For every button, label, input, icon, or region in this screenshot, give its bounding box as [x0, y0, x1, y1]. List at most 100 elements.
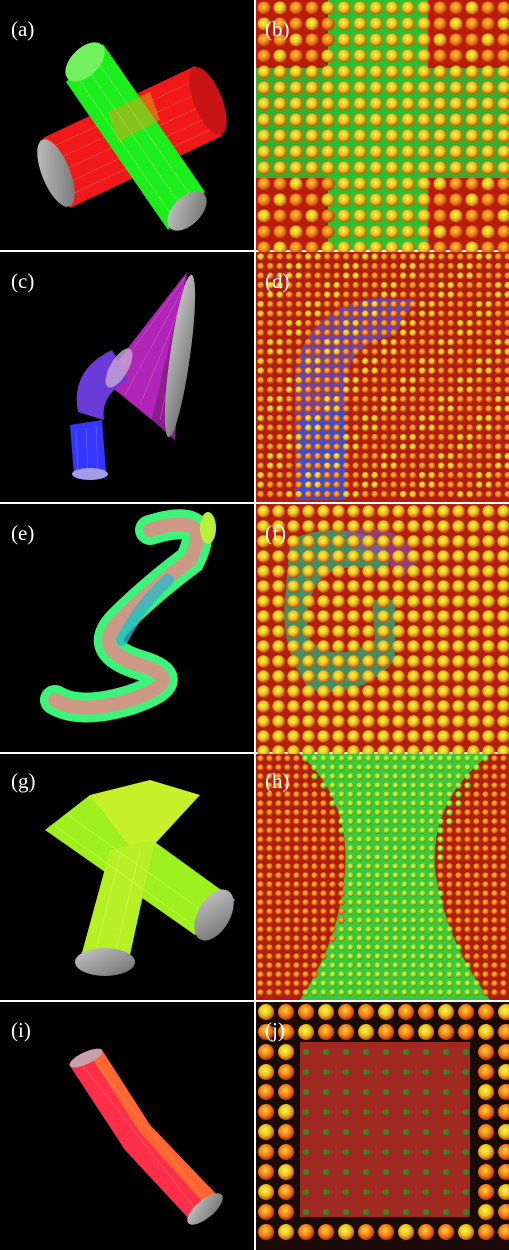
glyph: [289, 209, 303, 223]
glyph: [342, 310, 350, 318]
glyph: [304, 310, 312, 318]
glyph: [298, 1024, 314, 1040]
glyph: [449, 113, 463, 127]
glyph: [428, 424, 436, 432]
glyph: [466, 291, 474, 299]
glyph: [401, 113, 415, 127]
glyph: [289, 49, 303, 63]
glyph: [314, 367, 322, 375]
glyph: [419, 863, 426, 870]
glyph: [356, 980, 363, 987]
glyph: [374, 899, 381, 906]
glyph: [317, 610, 330, 623]
glyph: [494, 414, 502, 422]
glyph: [362, 520, 375, 533]
glyph: [504, 386, 509, 394]
glyph: [473, 782, 480, 789]
glyph: [473, 755, 480, 762]
glyph: [446, 953, 453, 960]
glyph: [466, 329, 474, 337]
glyph: [390, 376, 398, 384]
glyph: [410, 953, 417, 960]
glyph: [383, 1089, 389, 1095]
glyph: [417, 81, 431, 95]
glyph: [390, 329, 398, 337]
glyph: [466, 443, 474, 451]
glyph: [433, 81, 447, 95]
fiber-bundle-kissing: [45, 780, 235, 976]
glyph: [302, 818, 309, 825]
glyph: [437, 272, 445, 280]
glyph: [365, 827, 372, 834]
fiber-bundle-green: [65, 42, 207, 231]
glyph: [446, 971, 453, 978]
glyph: [410, 818, 417, 825]
glyph: [437, 625, 450, 638]
glyph: [418, 433, 426, 441]
glyph: [485, 329, 493, 337]
glyph: [293, 863, 300, 870]
glyph: [295, 310, 303, 318]
glyph: [342, 253, 350, 261]
glyph: [285, 471, 293, 479]
glyph: [272, 685, 285, 698]
glyph: [497, 65, 509, 79]
glyph: [320, 764, 327, 771]
glyph: [284, 845, 291, 852]
glyph: [401, 800, 408, 807]
glyph: [437, 405, 445, 413]
glyph: [500, 872, 507, 879]
glyph: [383, 917, 390, 924]
glyph: [266, 395, 274, 403]
glyph: [478, 1224, 494, 1240]
glyph: [343, 1149, 349, 1155]
glyph: [321, 33, 335, 47]
glyph: [383, 854, 390, 861]
glyph: [485, 481, 493, 489]
glyph: [497, 193, 509, 207]
panel-label-h: (h): [265, 769, 290, 793]
glyph: [338, 836, 345, 843]
glyph: [311, 953, 318, 960]
glyph: [383, 845, 390, 852]
glyph: [498, 1144, 509, 1160]
glyph: [369, 33, 383, 47]
glyph: [466, 300, 474, 308]
glyph: [380, 281, 388, 289]
glyph: [311, 863, 318, 870]
glyph: [332, 535, 345, 548]
glyph: [497, 610, 509, 623]
glyph: [342, 291, 350, 299]
glyph: [447, 300, 455, 308]
glyph: [285, 452, 293, 460]
glyph: [456, 395, 464, 403]
glyph: [257, 329, 265, 337]
glyph: [303, 1129, 309, 1135]
glyph: [352, 253, 360, 261]
panel-label-b: (b): [265, 17, 290, 41]
glyph: [342, 490, 350, 498]
glyph: [332, 565, 345, 578]
glyph: [257, 800, 264, 807]
glyph: [333, 357, 341, 365]
glyph: [337, 177, 351, 191]
glyph: [342, 405, 350, 413]
glyph: [284, 962, 291, 969]
glyph: [333, 405, 341, 413]
glyph: [475, 338, 483, 346]
glyph: [437, 685, 450, 698]
glyph: [285, 424, 293, 432]
glyph: [500, 755, 507, 762]
glyph: [485, 281, 493, 289]
glyph: [458, 1224, 474, 1240]
glyph: [302, 550, 315, 563]
glyph: [497, 595, 509, 608]
glyph: [352, 490, 360, 498]
glyph: [418, 443, 426, 451]
glyph: [257, 550, 270, 563]
glyph: [257, 935, 264, 942]
glyph: [401, 809, 408, 816]
glyph: [392, 782, 399, 789]
glyph: [293, 827, 300, 834]
glyph: [302, 854, 309, 861]
